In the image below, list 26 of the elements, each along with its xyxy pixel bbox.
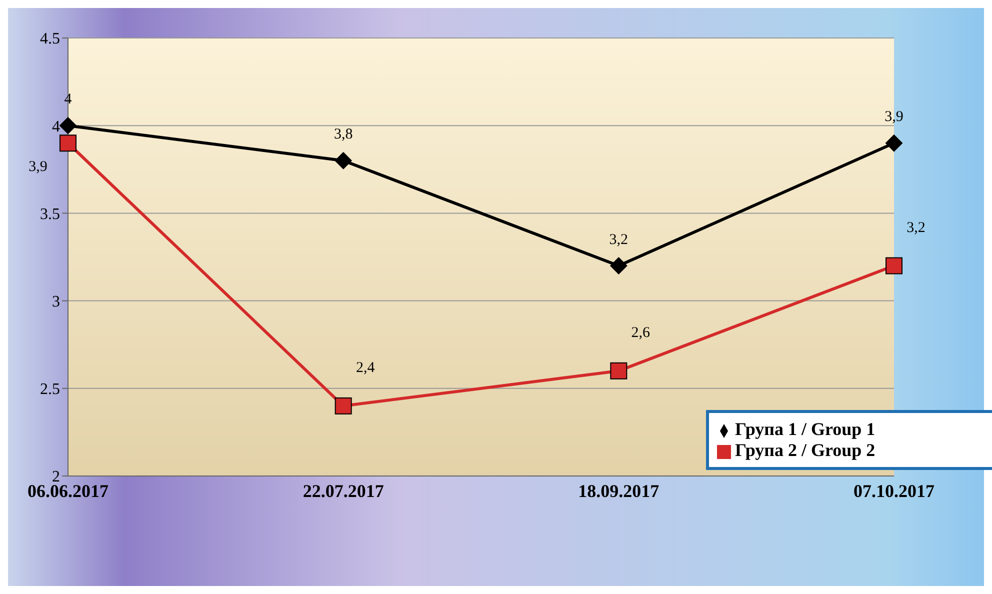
x-tick-label: 18.09.2017 <box>578 480 660 501</box>
data-label: 3,8 <box>334 126 353 143</box>
point <box>60 134 76 152</box>
y-tick-label: 4 <box>52 118 60 136</box>
data-label: 3,2 <box>609 232 628 248</box>
point <box>334 397 352 414</box>
data-label: 2,6 <box>631 324 651 341</box>
point <box>886 134 902 152</box>
point <box>334 152 352 170</box>
x-tick-label: 07.10.2017 <box>854 480 934 501</box>
point <box>610 362 628 380</box>
data-label: 3,9 <box>28 159 48 176</box>
point <box>60 117 76 134</box>
y-tick-label: 3.5 <box>40 206 60 223</box>
x-tick-label: 22.07.2017 <box>302 480 384 501</box>
y-tick-label: 4.5 <box>40 30 60 48</box>
data-label: 3,9 <box>884 109 904 126</box>
y-tick-label: 2.5 <box>40 381 60 398</box>
point <box>886 257 902 274</box>
data-label: 4 <box>64 92 72 108</box>
point <box>610 257 628 274</box>
data-label: 2,4 <box>356 360 376 376</box>
legend-label: Група 1 / Group 1 <box>735 419 876 439</box>
y-tick-label: 3 <box>52 293 60 310</box>
legend-label: Група 2 / Group 2 <box>735 440 876 460</box>
data-label: 3,2 <box>906 220 926 236</box>
